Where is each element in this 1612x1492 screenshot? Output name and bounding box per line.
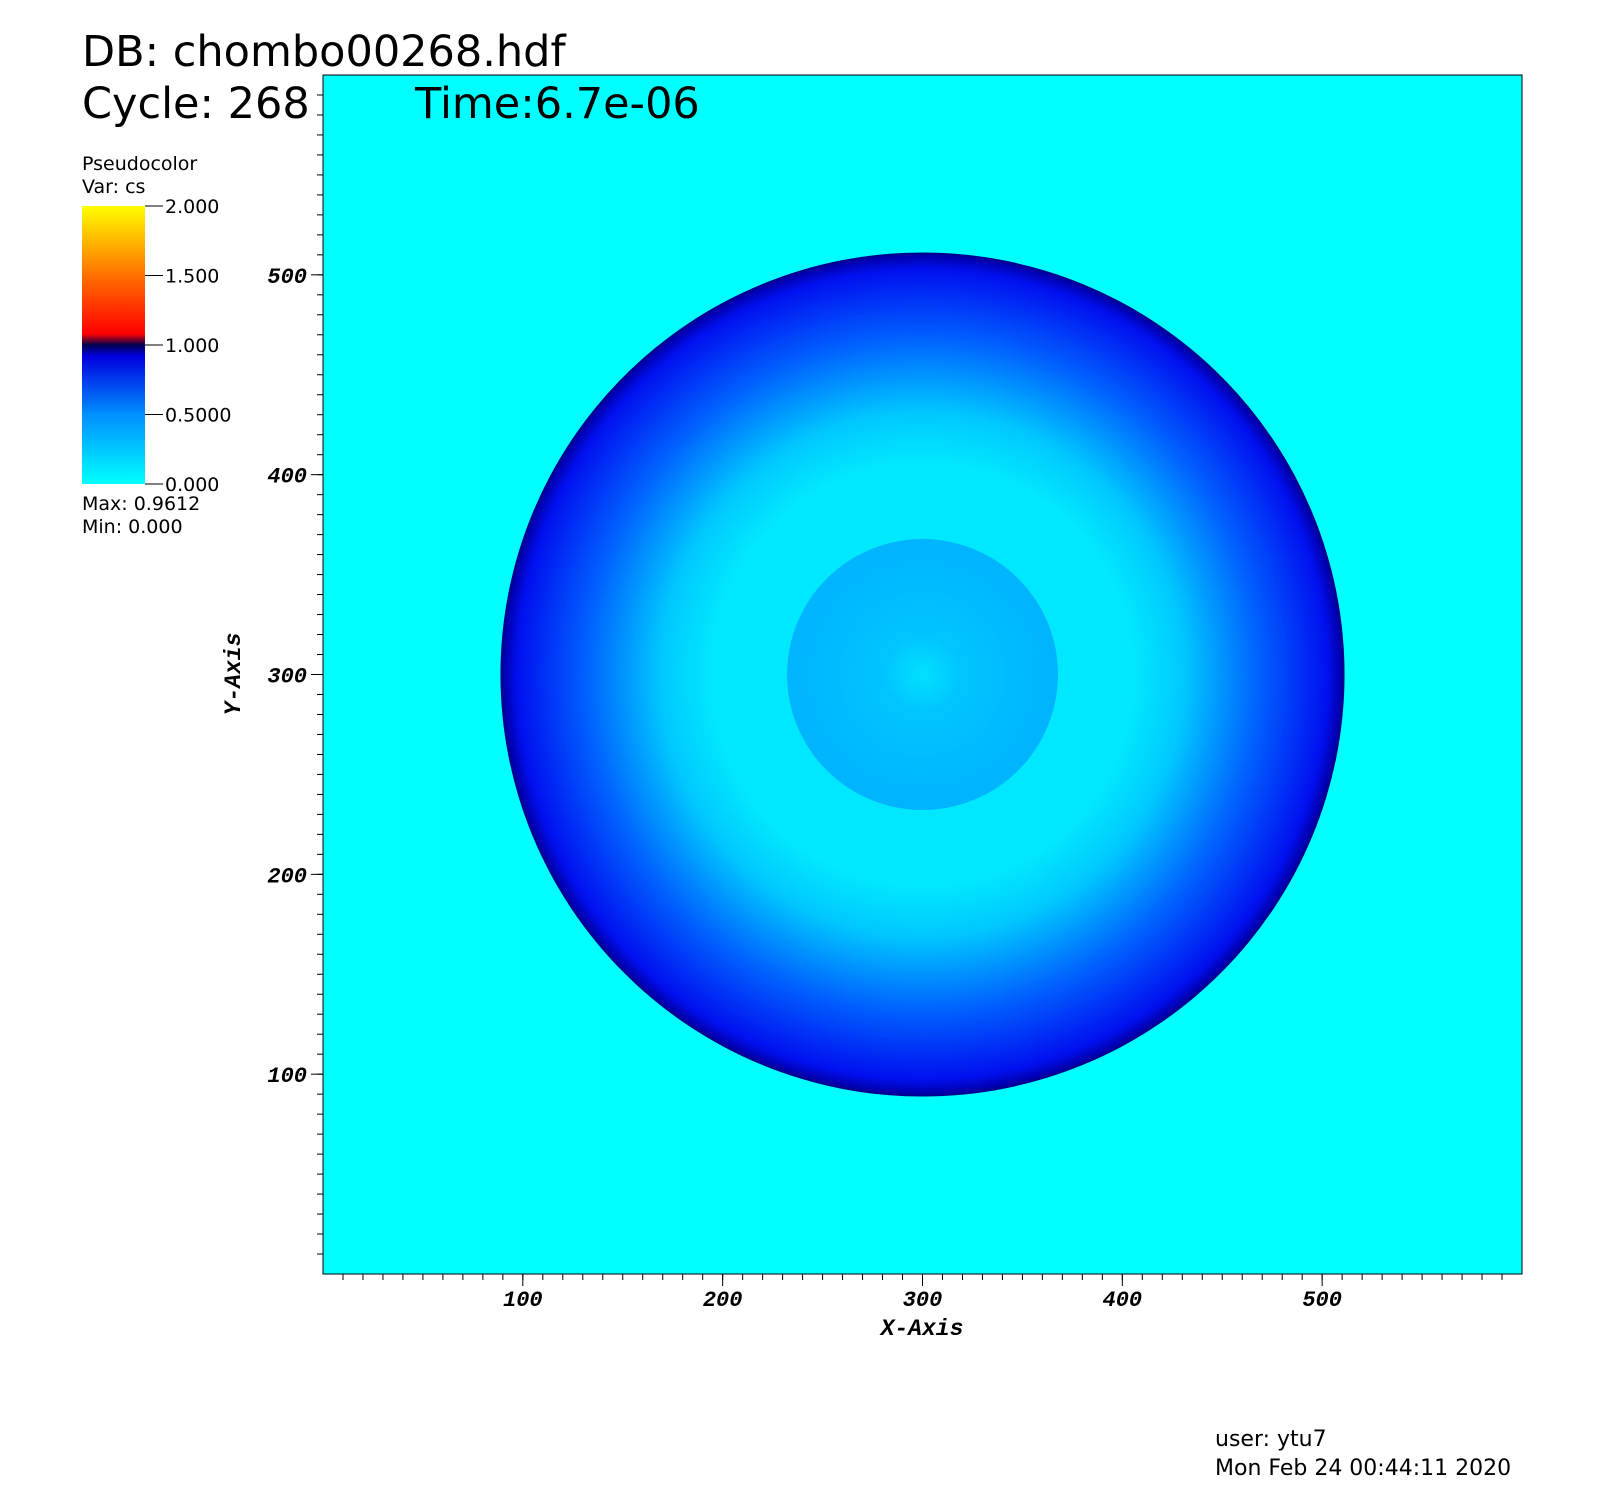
y-tick-label: 500 (267, 265, 307, 290)
legend-max: Max: 0.9612 (82, 493, 200, 515)
legend-plot: Pseudocolor (82, 153, 197, 175)
legend-min: Min: 0.000 (82, 516, 183, 538)
date: Mon Feb 24 00:44:11 2020 (1215, 1456, 1511, 1481)
x-tick-label: 500 (1302, 1288, 1342, 1313)
field-core (787, 539, 1058, 810)
x-tick-label: 400 (1103, 1288, 1143, 1313)
colorbar-tick-label: 0.5000 (165, 405, 231, 427)
colorbar-tick-label: 1.500 (165, 266, 219, 288)
x-tick-label: 300 (903, 1288, 943, 1313)
y-tick-label: 100 (267, 1064, 307, 1089)
user: user: ytu7 (1215, 1427, 1327, 1452)
colorbar-tick-label: 1.000 (165, 335, 219, 357)
db-title: DB: chombo00268.hdf (82, 27, 566, 77)
x-tick-label: 200 (703, 1288, 743, 1313)
y-tick-label: 300 (267, 665, 307, 690)
y-tick-label: 400 (267, 465, 307, 490)
y-tick-label: 200 (267, 864, 307, 889)
cycle: Cycle: 268 (82, 79, 310, 129)
colorbar-tick-label: 0.000 (165, 474, 219, 496)
legend-var: Var: cs (82, 176, 145, 198)
x-axis-label: X-Axis (879, 1316, 964, 1342)
colorbar-tick-label: 2.000 (165, 196, 219, 218)
colorbar (82, 206, 145, 484)
x-tick-label: 100 (503, 1288, 543, 1313)
y-axis-label: Y-Axis (221, 633, 247, 716)
time: Time:6.7e-06 (414, 79, 700, 129)
